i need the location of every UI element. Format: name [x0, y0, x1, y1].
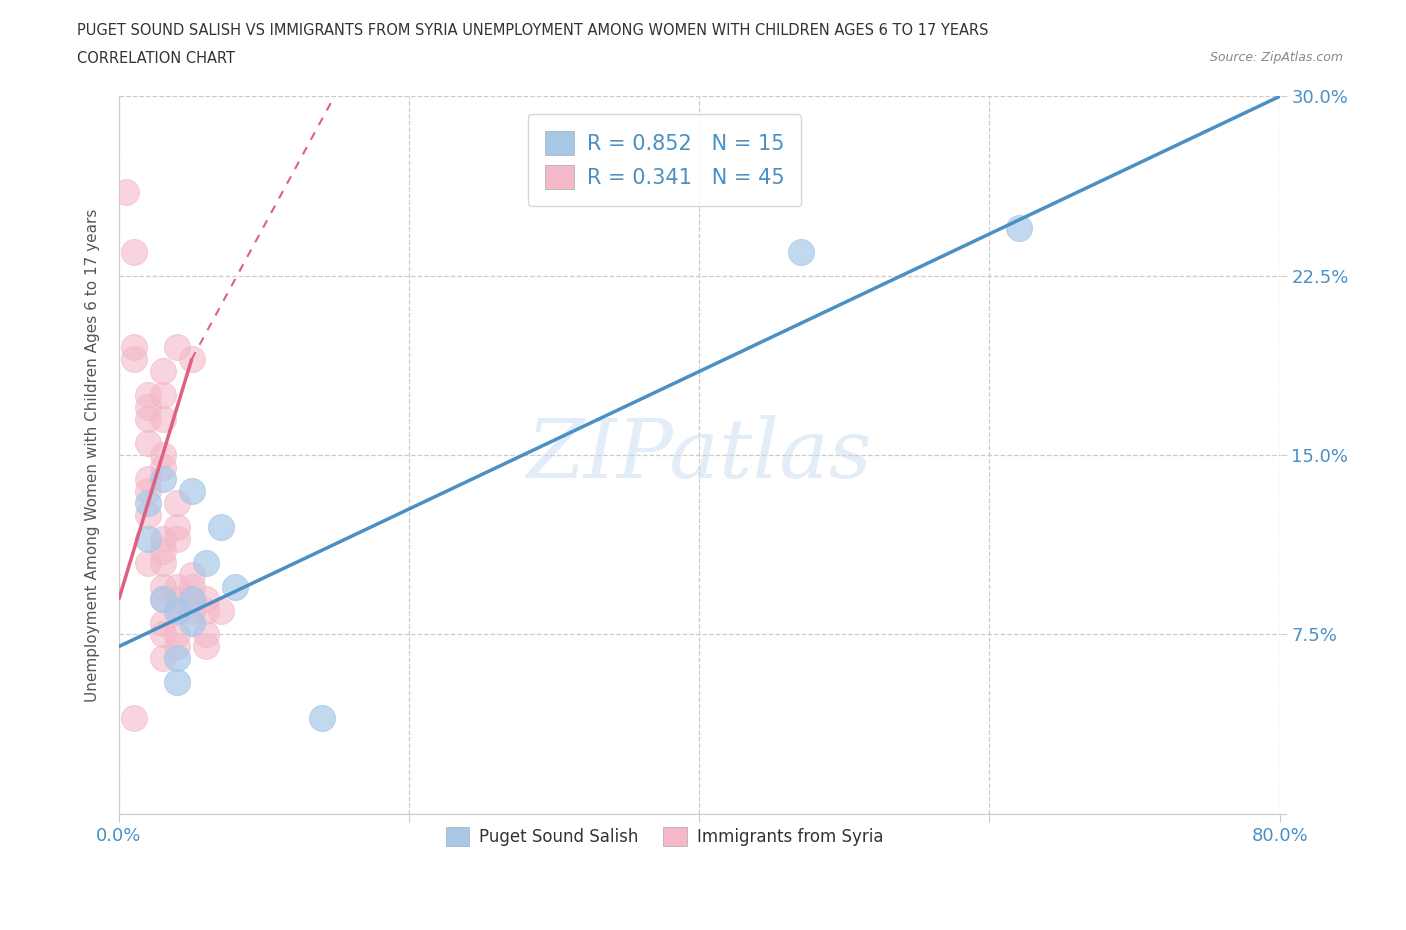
Point [152, 412, 174, 427]
Text: PUGET SOUND SALISH VS IMMIGRANTS FROM SYRIA UNEMPLOYMENT AMONG WOMEN WITH CHILDR: PUGET SOUND SALISH VS IMMIGRANTS FROM SY… [77, 23, 988, 38]
Point [195, 627, 218, 642]
Point [209, 604, 232, 618]
Point [136, 531, 159, 546]
Point [166, 579, 188, 594]
Point [115, 185, 138, 200]
Point [195, 591, 218, 606]
Point [166, 496, 188, 511]
Point [152, 447, 174, 462]
Point [122, 245, 145, 259]
Point [136, 496, 159, 511]
Point [152, 615, 174, 630]
Point [166, 340, 188, 355]
Point [209, 520, 232, 535]
Point [152, 627, 174, 642]
Point [180, 484, 202, 498]
Point [152, 579, 174, 594]
Point [195, 555, 218, 570]
Point [122, 352, 145, 367]
Point [136, 555, 159, 570]
Point [152, 543, 174, 558]
Point [152, 591, 174, 606]
Point [166, 531, 188, 546]
Point [311, 711, 333, 725]
Point [136, 484, 159, 498]
Point [136, 472, 159, 486]
Point [180, 579, 202, 594]
Point [166, 639, 188, 654]
Legend: Puget Sound Salish, Immigrants from Syria: Puget Sound Salish, Immigrants from Syri… [433, 814, 897, 859]
Point [166, 604, 188, 618]
Point [224, 579, 246, 594]
Point [136, 508, 159, 523]
Point [152, 472, 174, 486]
Point [195, 604, 218, 618]
Point [166, 651, 188, 666]
Point [166, 520, 188, 535]
Point [136, 388, 159, 403]
Point [152, 459, 174, 474]
Point [152, 364, 174, 379]
Point [195, 639, 218, 654]
Point [166, 675, 188, 690]
Point [180, 567, 202, 582]
Point [790, 245, 813, 259]
Point [122, 340, 145, 355]
Point [152, 531, 174, 546]
Point [166, 604, 188, 618]
Text: Source: ZipAtlas.com: Source: ZipAtlas.com [1209, 51, 1343, 64]
Point [1007, 220, 1029, 235]
Point [180, 615, 202, 630]
Point [152, 591, 174, 606]
Point [166, 591, 188, 606]
Point [180, 352, 202, 367]
Point [152, 388, 174, 403]
Point [180, 604, 202, 618]
Point [180, 591, 202, 606]
Point [136, 400, 159, 415]
Point [152, 555, 174, 570]
Point [136, 436, 159, 451]
Y-axis label: Unemployment Among Women with Children Ages 6 to 17 years: Unemployment Among Women with Children A… [86, 208, 100, 702]
Text: CORRELATION CHART: CORRELATION CHART [77, 51, 235, 66]
Point [136, 412, 159, 427]
Text: ZIPatlas: ZIPatlas [527, 415, 872, 495]
Point [180, 591, 202, 606]
Point [166, 627, 188, 642]
Point [152, 651, 174, 666]
Point [122, 711, 145, 725]
